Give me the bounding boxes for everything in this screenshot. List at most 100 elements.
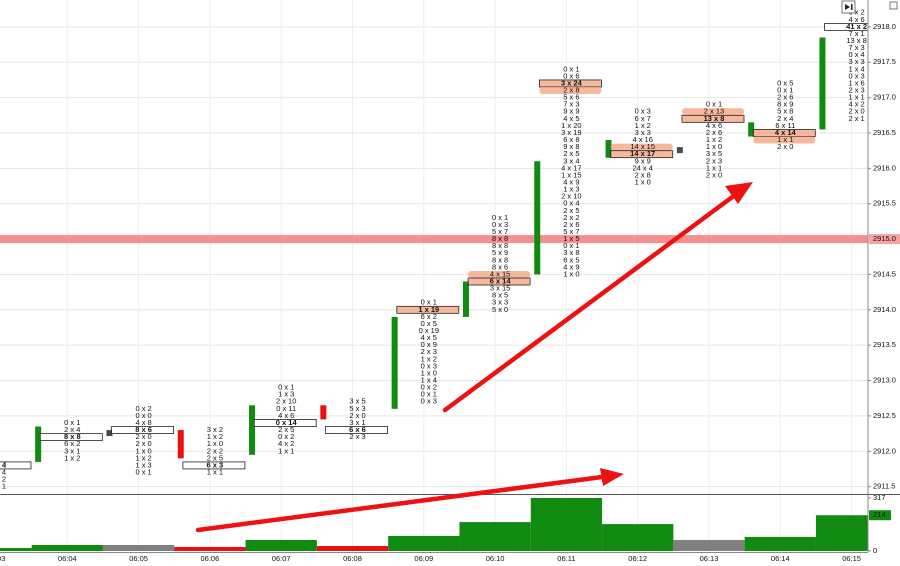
footprint-cell: 3 x 2 [207, 425, 223, 434]
footprint-cell: 0 x 4 [563, 199, 579, 208]
footprint-cell: 0 x 2 [278, 432, 294, 441]
footprint-cell: 2 x 3 [421, 347, 437, 356]
footprint-cell: 3 x 1 [64, 446, 80, 455]
footprint-cell: 6 x 2 [64, 439, 80, 448]
footprint-cell: 1 x 3 [278, 390, 294, 399]
candle-body [605, 140, 612, 158]
y-tick-label: 2913.0 [873, 376, 896, 385]
footprint-cell: 8 x 8 [492, 255, 508, 264]
footprint-cell: 8 x 6 [492, 262, 508, 271]
footprint-cell: 0 x 2 [848, 8, 864, 17]
volume-bar [31, 544, 103, 551]
footprint-cell: 13 x 8 [704, 114, 725, 123]
footprint-cell: 1 x 2 [64, 453, 80, 462]
imbalance-highlight [753, 136, 816, 144]
candle-body [534, 161, 541, 275]
footprint-cell: 0 x 3 [421, 397, 437, 406]
y-tick-label: 2912.5 [873, 411, 896, 420]
footprint-cell: 5 x 8 [777, 107, 793, 116]
footprint-cell: 0 x 0 [135, 411, 151, 420]
y-tick-label: 2912.0 [873, 446, 896, 455]
footprint-cell: 0 x 1 [421, 298, 437, 307]
settings-button[interactable] [889, 1, 898, 10]
volume-bar [245, 539, 317, 551]
footprint-cell: 2 x 5 [563, 149, 579, 158]
y-tick-label: 2918.0 [873, 22, 896, 31]
y-tick-label: 2914.5 [873, 269, 896, 278]
poc-box [681, 114, 745, 123]
footprint-cell: 3 x 19 [561, 128, 581, 137]
footprint-cell: 7 x 1 [848, 29, 864, 38]
footprint-cell: 0 x 1 [492, 213, 508, 222]
footprint-cell: 1 x 19 [418, 305, 439, 314]
footprint-cell: 2 x 0 [135, 432, 151, 441]
footprint-cell: 2 x 10 [276, 397, 296, 406]
footprint-cell: 1 x 0 [635, 177, 651, 186]
imbalance-highlight [539, 79, 602, 87]
footprint-cell: 6 x 14 [490, 276, 512, 285]
footprint-cell: 0 x 5 [777, 78, 793, 87]
imbalance-highlight [468, 270, 531, 278]
footprint-cell: 2 x 5 [278, 425, 294, 434]
footprint-cell: 8 x 6 [135, 425, 152, 434]
x-tick-label: 06:08 [343, 554, 362, 563]
volume-bar [102, 544, 175, 551]
x-tick-label: 06:13 [700, 554, 719, 563]
footprint-cell: 8 x 8 [492, 241, 508, 250]
footprint-cell: 4 x 6 [278, 411, 294, 420]
footprint-cell: 1 x 0 [207, 439, 223, 448]
footprint-cell: x 1 [0, 482, 6, 491]
imbalance-highlight [682, 115, 744, 123]
candle-body [249, 405, 256, 455]
footprint-cell: 2 x 2 [563, 213, 579, 222]
poc-box [0, 461, 32, 470]
footprint-cell: 2 x 4 [64, 425, 80, 434]
poc-box [182, 461, 246, 470]
y-tick-label: 2916.0 [873, 163, 896, 172]
volume-bar [459, 522, 531, 551]
footprint-cell: 0 x 1 [64, 418, 80, 427]
x-tick-label: 06:07 [272, 554, 291, 563]
footprint-cell: 0 x 3 [421, 361, 437, 370]
footprint-cell: 0 x 1 [706, 100, 722, 109]
footprint-cell: 4 x 9 [563, 262, 579, 271]
y-tick-label: 2917.0 [873, 93, 896, 102]
footprint-cell: 5 x 3 [349, 404, 365, 413]
footprint-cell: 4 x 8 [135, 418, 151, 427]
footprint-cell: 0 x 2 [421, 383, 437, 392]
footprint-cell: 0 x 6 [563, 71, 579, 80]
footprint-cell: 14 x 15 [630, 142, 655, 151]
footprint-cell: x 4 [0, 467, 6, 476]
footprint-cell: 3 x 1 [349, 418, 365, 427]
footprint-cell: 1 x 0 [563, 269, 579, 278]
footprint-cell: 3 x 15 [490, 284, 510, 293]
volume-value-label: 214 [873, 510, 886, 519]
imbalance-highlight [682, 108, 744, 116]
footprint-cell: 0 x 11 [276, 404, 296, 413]
footprint-cell: 6 x 5 [563, 255, 579, 264]
poc-box [824, 22, 868, 31]
footprint-cell: 2 x 5 [563, 206, 579, 215]
footprint-cell: x 4 [0, 460, 7, 469]
footprint-cell: 1 x 20 [561, 121, 581, 130]
imbalance-highlight [468, 278, 531, 286]
footprint-cell: 3 x 4 [563, 156, 579, 165]
footprint-cell: 3 x 5 [349, 397, 365, 406]
x-tick-label: 06:15 [842, 554, 861, 563]
footprint-cell: 0 x 4 [848, 50, 864, 59]
volume-bar [174, 546, 246, 551]
footprint-cell: 1 x 15 [561, 170, 581, 179]
footprint-cell: 7 x 3 [563, 100, 579, 109]
scroll-end-button[interactable] [841, 0, 856, 14]
footprint-cell: 1 x 2 [207, 432, 223, 441]
candle-body [320, 405, 327, 420]
imbalance-highlight [396, 306, 459, 314]
footprint-cell: 0 x 2 [135, 404, 151, 413]
footprint-cell: 1 x 5 [563, 234, 579, 243]
candle-body [748, 122, 755, 137]
footprint-cell: 6 x 8 [563, 135, 579, 144]
candle-body [177, 430, 184, 459]
footprint-cell: 0 x 1 [777, 86, 793, 95]
footprint-cell: 1 x 1 [848, 93, 864, 102]
footprint-cell: 2 x 5 [207, 453, 223, 462]
